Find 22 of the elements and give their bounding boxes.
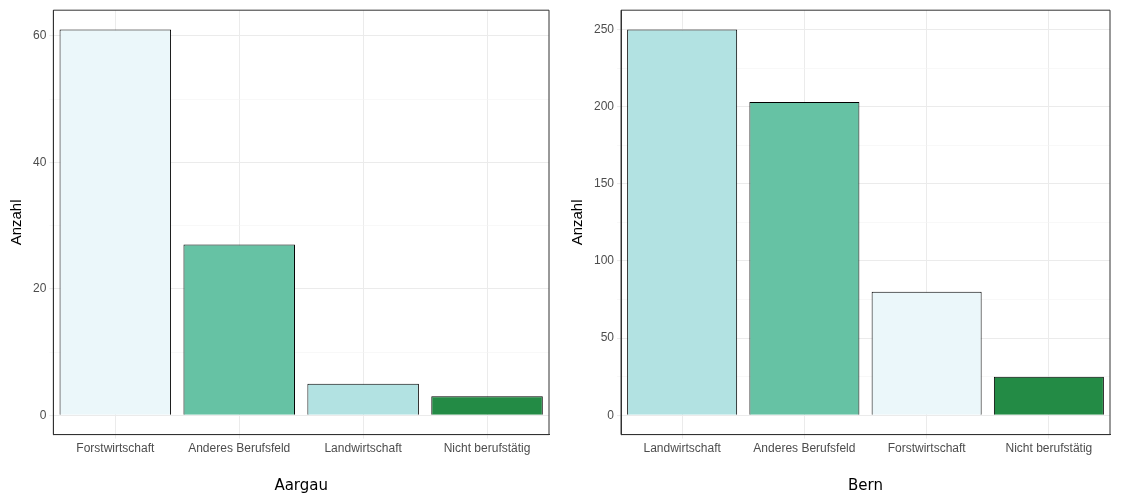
y-tick-label: 60: [32, 28, 47, 43]
y-tick-label: 20: [32, 281, 47, 296]
y-tick-label: 40: [32, 154, 47, 169]
x-tick-label: Nicht berufstätig: [443, 441, 531, 456]
y-tick-label: 0: [39, 407, 47, 422]
y-axis-title: Anzahl: [568, 199, 586, 246]
x-tick-label: Landwirtschaft: [643, 441, 722, 456]
y-tick-label: 250: [593, 21, 615, 36]
x-axis-title: Bern: [848, 475, 883, 494]
y-tick-label: 0: [607, 407, 615, 422]
x-tick-label: Forstwirtschaft: [887, 441, 967, 456]
x-tick-label: Anderes Berufsfeld: [753, 441, 856, 456]
y-tick-label: 50: [600, 330, 615, 345]
x-axis-title: Aargau: [274, 475, 328, 494]
x-tick-label: Nicht berufstätig: [1005, 441, 1093, 456]
x-tick-label: Landwirtschaft: [324, 441, 403, 456]
y-tick-label: 200: [593, 98, 615, 113]
y-axis-title: Anzahl: [7, 199, 25, 246]
x-tick-label: Anderes Berufsfeld: [188, 441, 291, 456]
x-tick-label: Forstwirtschaft: [76, 441, 155, 456]
y-tick-label: 150: [593, 176, 615, 191]
y-tick-label: 100: [593, 253, 615, 268]
